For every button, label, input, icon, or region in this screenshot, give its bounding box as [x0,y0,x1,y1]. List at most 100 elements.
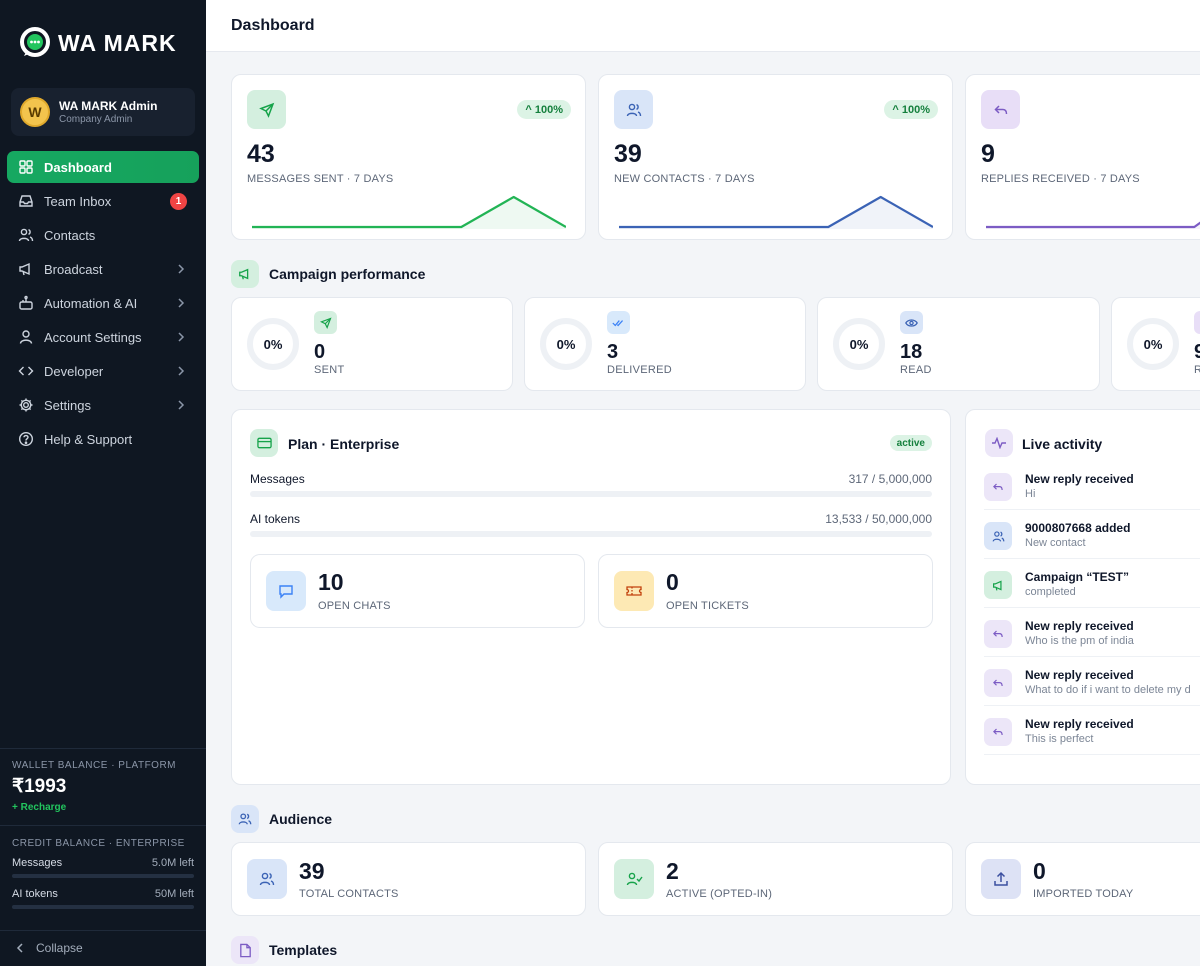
open-tickets-value: 0 [666,569,679,595]
sidebar-item-account-settings[interactable]: Account Settings [7,321,199,353]
activity-item[interactable]: New reply received Who is the pm of indi… [984,608,1200,657]
activity-icon [985,429,1013,457]
stat-value: 43 [247,140,275,168]
activity-item[interactable]: New reply received This is perfect [984,706,1200,755]
templates-section-title: Templates [269,942,338,958]
activity-item[interactable]: New reply received What to do if i want … [984,657,1200,706]
audience-value: 39 [299,858,325,884]
open-tickets-card[interactable]: 0 OPEN TICKETS [598,554,933,628]
campaign-value: 18 [900,341,923,363]
users-icon [231,805,259,833]
sparkline-contacts [619,195,933,229]
sidebar-item-help[interactable]: Help & Support [7,423,199,455]
campaign-value: 3 [607,341,619,363]
campaign-card-replied[interactable]: 0% 9 R [1111,297,1200,391]
audience-value: 0 [1033,858,1046,884]
credit-messages-row: Messages 5.0M left [12,857,194,869]
sidebar-item-label: Developer [44,363,104,379]
credit-ai-bar [12,905,194,909]
stat-label: NEW CONTACTS · 7 DAYS [614,173,755,185]
sparkline-area [252,197,566,229]
users-icon [614,90,653,129]
sidebar-divider [0,748,206,749]
activity-subtitle: Who is the pm of india [1025,635,1134,647]
audience-card-active[interactable]: 2 ACTIVE (OPTED-IN) [598,842,953,916]
campaign-section-title: Campaign performance [269,266,426,282]
change-badge: ^ 100% [517,100,571,119]
audience-card-total[interactable]: 39 TOTAL CONTACTS [231,842,586,916]
audience-label: ACTIVE (OPTED-IN) [666,888,773,900]
users-icon [984,522,1012,550]
sidebar-item-team-inbox[interactable]: Team Inbox 1 [7,185,199,217]
chat-icon [266,571,306,611]
megaphone-icon [984,571,1012,599]
stat-card-replies[interactable]: 9 REPLIES RECEIVED · 7 DAYS [965,74,1200,240]
sidebar-item-label: Automation & AI [44,295,138,311]
campaign-label: DELIVERED [607,364,673,376]
sidebar-item-settings[interactable]: Settings [7,389,199,421]
activity-title: 9000807668 added [1025,521,1131,535]
audience-label: TOTAL CONTACTS [299,888,399,900]
collapse-button[interactable]: Collapse [16,941,83,955]
user-card[interactable]: W WA MARK Admin Company Admin [11,88,195,136]
activity-subtitle: What to do if i want to delete my d [1025,684,1191,696]
audience-section-title: Audience [269,811,333,827]
stat-card-contacts[interactable]: ^ 100% 39 NEW CONTACTS · 7 DAYS [598,74,953,240]
credit-messages-left: 5.0M left [151,857,194,869]
chevron-right-icon [178,400,185,410]
stat-label: MESSAGES SENT · 7 DAYS [247,173,394,185]
campaign-card-sent[interactable]: 0% 0 SENT [231,297,513,391]
user-check-icon [614,859,654,899]
activity-item[interactable]: Campaign “TEST” completed [984,559,1200,608]
audience-value: 2 [666,858,679,884]
logo[interactable]: WA MARK [18,26,177,60]
credit-ai-label: AI tokens [12,888,58,900]
bot-icon [19,295,33,310]
sparkline-area [986,222,1200,229]
sidebar-item-label: Account Settings [44,329,142,345]
stat-label: REPLIES RECEIVED · 7 DAYS [981,173,1140,185]
sidebar-divider [0,825,206,826]
activity-item[interactable]: 9000807668 added New contact [984,510,1200,559]
recharge-link[interactable]: + Recharge [12,802,67,813]
audience-card-imported[interactable]: 0 IMPORTED TODAY [965,842,1200,916]
stat-card-messages[interactable]: ^ 100% 43 MESSAGES SENT · 7 DAYS [231,74,586,240]
sidebar-item-automation[interactable]: Automation & AI [7,287,199,319]
eye-icon [900,311,923,334]
open-tickets-label: OPEN TICKETS [666,600,749,612]
wallet-label: WALLET BALANCE · PLATFORM [12,760,177,771]
live-activity-title: Live activity [1022,436,1103,452]
unread-badge: 1 [170,193,187,210]
campaign-card-delivered[interactable]: 0% 3 DELIVERED [524,297,806,391]
collapse-label: Collapse [36,941,83,955]
sidebar-item-contacts[interactable]: Contacts [7,219,199,251]
reply-icon [984,718,1012,746]
messages-usage-bar [250,491,932,497]
activity-title: New reply received [1025,472,1134,486]
top-bar: Dashboard [206,0,1200,52]
sidebar-item-dashboard[interactable]: Dashboard [7,151,199,183]
activity-subtitle: New contact [1025,537,1086,549]
ai-usage-bar [250,531,932,537]
sidebar: WA MARK W WA MARK Admin Company Admin Da… [0,0,206,966]
open-chats-card[interactable]: 10 OPEN CHATS [250,554,585,628]
campaign-value: 9 [1194,341,1200,363]
activity-item[interactable]: New reply received Hi [984,461,1200,510]
sidebar-item-broadcast[interactable]: Broadcast [7,253,199,285]
activity-title: New reply received [1025,668,1134,682]
sidebar-item-developer[interactable]: Developer [7,355,199,387]
plan-ai-row: AI tokens 13,533 / 50,000,000 [250,512,932,526]
campaign-value: 0 [314,341,326,363]
stat-value: 9 [981,140,995,168]
reply-icon [984,473,1012,501]
upload-icon [981,859,1021,899]
activity-subtitle: This is perfect [1025,733,1094,745]
usage-value: 317 / 5,000,000 [848,472,932,486]
users-icon [247,859,287,899]
code-icon [18,366,34,376]
activity-title: Campaign “TEST” [1025,570,1130,584]
campaign-card-read[interactable]: 0% 18 READ [817,297,1100,391]
credit-label: CREDIT BALANCE · ENTERPRISE [12,838,185,849]
usage-value: 13,533 / 50,000,000 [825,512,932,526]
sparkline-area [619,197,933,229]
